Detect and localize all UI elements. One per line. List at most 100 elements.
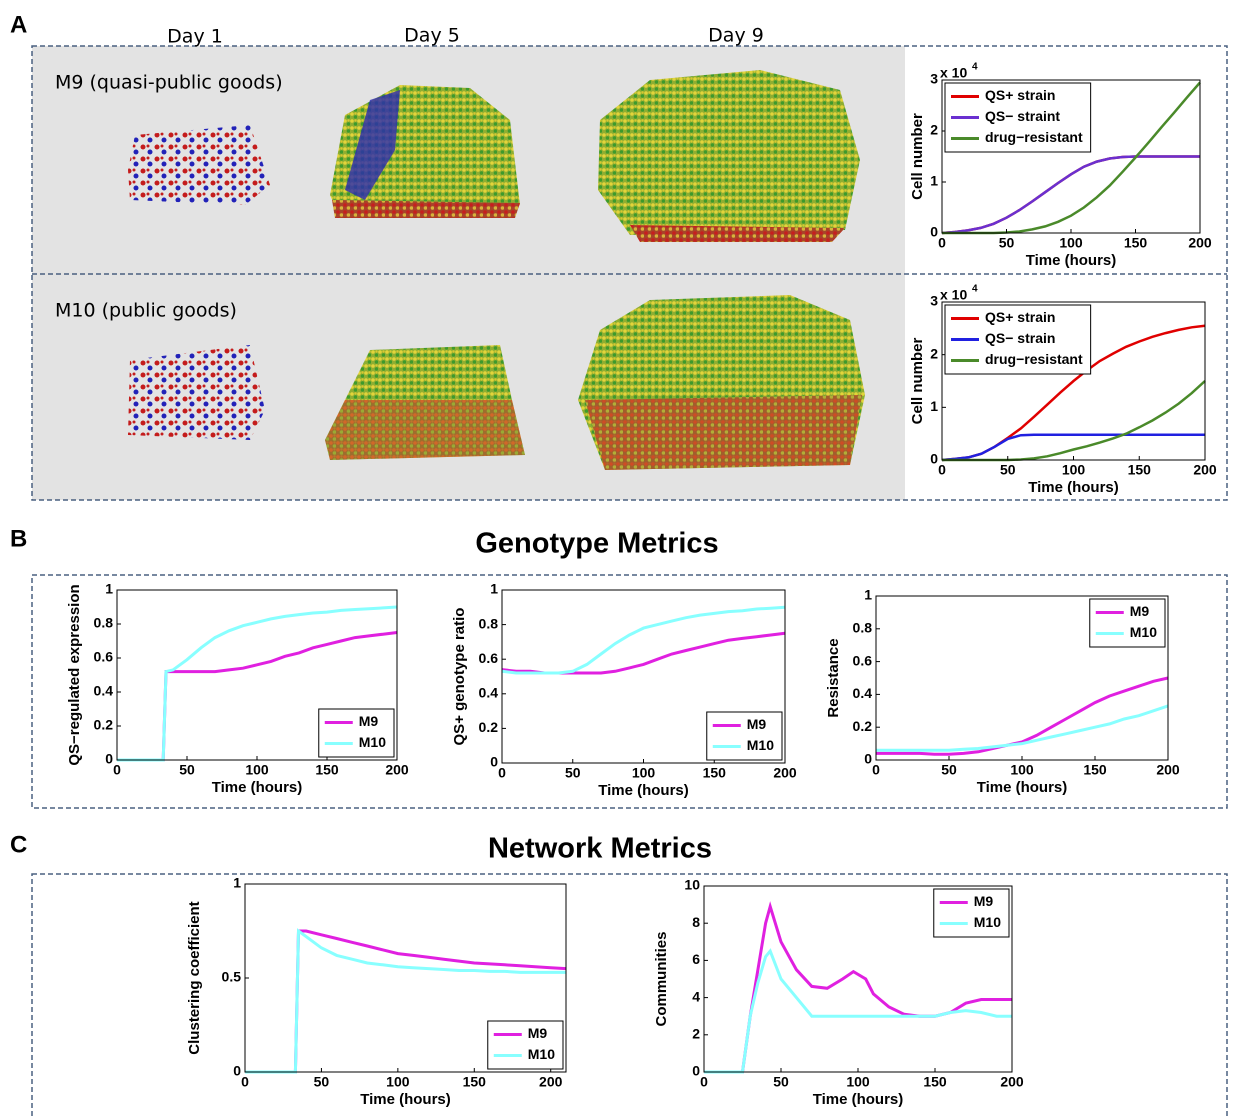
row-label: M9 (quasi-public goods) (55, 72, 283, 94)
y-tick-label: 0.6 (94, 649, 114, 665)
legend-label: M9 (974, 893, 994, 909)
x-tick-label: 0 (872, 762, 880, 778)
y-tick-label: 0 (930, 451, 938, 467)
legend-label: M10 (974, 914, 1001, 930)
legend-label: M9 (1130, 603, 1150, 619)
y-scale-exponent: 4 (972, 62, 978, 73)
x-axis-label: Time (hours) (1026, 252, 1117, 269)
legend-label: QS+ strain (985, 309, 1055, 325)
legend: M9M10 (1090, 599, 1165, 647)
legend-label: M10 (528, 1046, 555, 1062)
legend-label: M10 (359, 734, 386, 750)
x-tick-label: 150 (1128, 462, 1152, 478)
x-tick-label: 150 (315, 762, 339, 778)
y-tick-label: 0.6 (853, 652, 873, 668)
panel-letter: B (10, 525, 27, 552)
x-tick-label: 100 (245, 762, 269, 778)
panel-c-box (32, 874, 1227, 1118)
render-day1 (128, 345, 265, 440)
x-tick-label: 50 (1000, 462, 1016, 478)
y-tick-label: 1 (105, 581, 113, 597)
y-axis-label: Cell number (909, 337, 926, 424)
render-day9-base (630, 225, 845, 242)
y-axis-label: Communities (653, 931, 670, 1026)
y-tick-label: 0 (864, 751, 872, 767)
y-axis-label: Cell number (909, 113, 926, 200)
legend-label: M10 (1130, 624, 1157, 640)
panel-letter: A (10, 11, 27, 38)
y-tick-label: 0.8 (479, 615, 499, 631)
y-tick-label: 0.2 (853, 718, 873, 734)
x-tick-label: 0 (700, 1074, 708, 1090)
x-axis-label: Time (hours) (360, 1091, 451, 1108)
x-tick-label: 0 (241, 1074, 249, 1090)
legend-label: M9 (359, 713, 379, 729)
x-tick-label: 100 (386, 1074, 410, 1090)
y-tick-label: 2 (692, 1026, 700, 1042)
x-tick-label: 50 (941, 762, 957, 778)
y-tick-label: 0 (105, 751, 113, 767)
y-axis-label: Clustering coefficient (186, 901, 203, 1054)
y-tick-label: 3 (930, 71, 938, 87)
y-tick-label: 0 (233, 1063, 241, 1079)
x-tick-label: 50 (179, 762, 195, 778)
x-tick-label: 100 (846, 1074, 870, 1090)
x-tick-label: 100 (1010, 762, 1034, 778)
x-tick-label: 50 (314, 1074, 330, 1090)
y-scale-exponent: 4 (972, 284, 978, 295)
legend-label: M10 (747, 737, 774, 753)
x-tick-label: 100 (1062, 462, 1086, 478)
legend-label: drug−resistant (985, 129, 1083, 145)
day-label: Day 1 (167, 26, 223, 48)
y-tick-label: 2 (930, 345, 938, 361)
x-tick-label: 200 (773, 765, 797, 781)
y-tick-label: 8 (692, 914, 700, 930)
render-day5-base (332, 200, 520, 218)
y-tick-label: 0.6 (479, 650, 499, 666)
x-tick-label: 50 (773, 1074, 789, 1090)
x-tick-label: 200 (1000, 1074, 1024, 1090)
legend: M9M10 (319, 709, 394, 757)
x-tick-label: 0 (938, 462, 946, 478)
y-scale-label: x 10 (940, 65, 967, 81)
x-axis-label: Time (hours) (598, 782, 689, 799)
render-day9 (598, 70, 860, 235)
y-tick-label: 1 (490, 581, 498, 597)
x-tick-label: 0 (113, 762, 121, 778)
y-tick-label: 0.2 (94, 717, 114, 733)
y-tick-label: 1 (864, 587, 872, 603)
x-tick-label: 150 (463, 1074, 487, 1090)
render-day9-base (585, 395, 862, 470)
x-tick-label: 0 (938, 235, 946, 251)
x-axis-label: Time (hours) (1028, 479, 1119, 496)
y-tick-label: 0.4 (853, 685, 873, 701)
y-tick-label: 3 (930, 293, 938, 309)
day-label: Day 5 (404, 25, 460, 47)
x-tick-label: 100 (1059, 235, 1083, 251)
y-tick-label: 0.8 (94, 615, 114, 631)
y-scale-label: x 10 (940, 287, 967, 303)
x-tick-label: 200 (1188, 235, 1212, 251)
render-day5-base (325, 400, 525, 460)
x-tick-label: 100 (632, 765, 656, 781)
x-tick-label: 0 (498, 765, 506, 781)
x-tick-label: 150 (923, 1074, 947, 1090)
x-tick-label: 50 (565, 765, 581, 781)
x-tick-label: 200 (539, 1074, 563, 1090)
section-title: Network Metrics (488, 833, 712, 865)
legend-label: QS− strain (985, 330, 1055, 346)
day-label: Day 9 (708, 25, 764, 47)
y-tick-label: 0 (490, 754, 498, 770)
x-tick-label: 150 (1083, 762, 1107, 778)
legend-label: M9 (528, 1025, 548, 1041)
y-tick-label: 0.5 (222, 969, 242, 985)
y-tick-label: 1 (930, 398, 938, 414)
x-tick-label: 150 (1124, 235, 1148, 251)
x-tick-label: 150 (703, 765, 727, 781)
x-tick-label: 200 (385, 762, 409, 778)
section-title: Genotype Metrics (475, 528, 718, 560)
y-tick-label: 0.8 (853, 620, 873, 636)
y-tick-label: 4 (692, 988, 700, 1004)
